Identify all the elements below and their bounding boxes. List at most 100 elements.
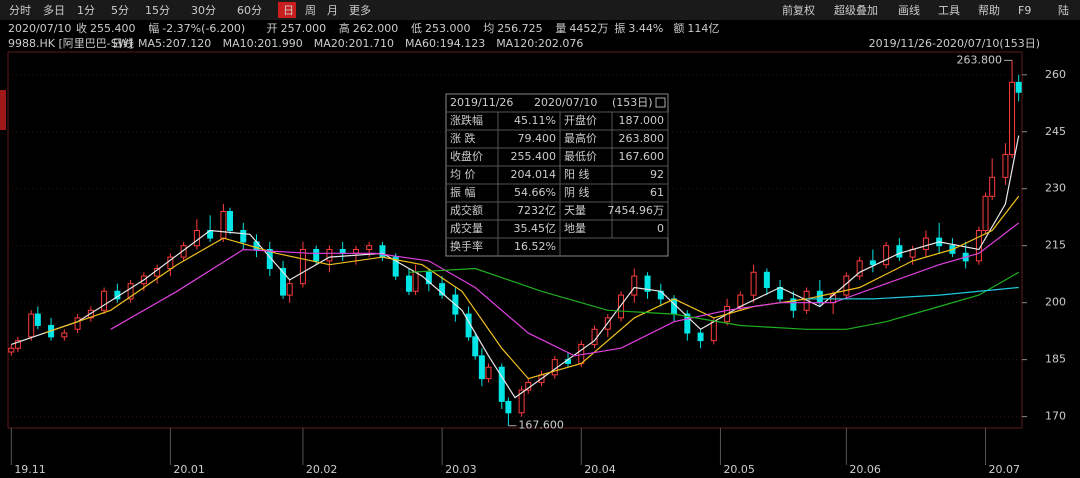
candle-body — [286, 283, 293, 296]
toolbar-button[interactable]: 60分 — [237, 4, 262, 17]
candle-body — [240, 230, 247, 243]
x-tick-label: 20.02 — [306, 463, 338, 476]
header-value: 3.44% — [628, 22, 663, 35]
info-value: 204.014 — [511, 168, 557, 181]
ma-line — [44, 195, 1020, 380]
candle-body — [518, 389, 525, 414]
toolbar-button[interactable]: 月 — [327, 4, 338, 17]
ma-line — [806, 286, 1019, 300]
candle-body — [909, 248, 916, 258]
candle-body — [193, 230, 200, 247]
candle-body — [61, 332, 68, 338]
info-value: 187.000 — [619, 114, 665, 127]
header-label: 开 — [267, 22, 278, 35]
toolbar-button[interactable]: F9 — [1018, 4, 1031, 17]
candle-body — [710, 321, 717, 342]
candle-body — [777, 286, 784, 300]
candle-body — [167, 256, 174, 269]
candle-body — [856, 260, 863, 277]
info-label: 最高价 — [564, 131, 597, 145]
candle-body — [1002, 154, 1009, 178]
info-value: 7232亿 — [517, 204, 556, 217]
candle-body — [326, 248, 333, 262]
toolbar-button[interactable]: 1分 — [77, 4, 95, 17]
info-value: 54.66% — [514, 186, 556, 199]
toolbar-button[interactable]: 前复权 — [782, 3, 815, 17]
toolbar-button[interactable]: 分时 — [9, 4, 31, 17]
info-label: 换手率 — [450, 239, 483, 253]
info-label: 成交量 — [450, 221, 483, 235]
candle-body — [379, 245, 386, 258]
candle-body — [87, 309, 94, 319]
plot-frame — [7, 51, 1023, 429]
candle-body — [631, 275, 638, 296]
x-tick-label: 20.03 — [445, 463, 477, 476]
candle-body — [498, 366, 505, 402]
ma-line — [11, 135, 1020, 399]
candle-body — [425, 271, 432, 285]
toolbar-button[interactable]: 多日 — [43, 3, 65, 17]
legend-entry: MA60:194.123 — [405, 37, 485, 50]
y-tick-label: 185 — [1045, 353, 1066, 366]
candle-body — [750, 271, 757, 296]
info-label: 收盘价 — [450, 149, 483, 163]
toolbar-button[interactable]: 日 — [283, 4, 294, 17]
toolbar-button[interactable]: 15分 — [145, 4, 170, 17]
candle-body — [1009, 81, 1016, 156]
header-value: 256.725 — [497, 22, 543, 35]
ma-line — [110, 222, 1020, 357]
info-label: 阴 线 — [564, 185, 590, 199]
toolbar-button[interactable]: 帮助 — [978, 3, 1000, 17]
info-label: 地量 — [564, 222, 586, 235]
header-value: 4452万 — [569, 22, 608, 35]
candle-body — [74, 317, 81, 330]
candle-body — [505, 400, 512, 414]
toolbar-button[interactable]: 更多 — [349, 3, 371, 17]
candle-body — [366, 245, 373, 250]
header-label: 均 — [483, 22, 494, 35]
candle-body — [485, 366, 492, 380]
info-value: 45.11% — [514, 114, 556, 127]
candle-body — [737, 294, 744, 307]
info-value: 61 — [650, 186, 664, 199]
legend-entry: MA120:202.076 — [496, 37, 583, 50]
info-value: 92 — [650, 168, 664, 181]
candle-body — [313, 248, 320, 262]
toolbar-button[interactable]: 30分 — [191, 4, 216, 17]
candle-body — [101, 290, 108, 311]
candle-body — [989, 176, 996, 197]
x-tick-label: 20.07 — [989, 463, 1021, 476]
toolbar-button[interactable]: 周 — [305, 4, 316, 17]
toolbar-button[interactable]: 画线 — [898, 3, 920, 17]
candle-body — [763, 271, 770, 288]
info-start: 2019/11/26 — [450, 96, 513, 109]
info-value: 16.52% — [514, 240, 556, 253]
symbol: 9988.HK [阿里巴巴-SW] — [8, 37, 133, 50]
info-close[interactable] — [655, 97, 666, 108]
toolbar-button[interactable]: 陆 — [1058, 3, 1069, 17]
info-label: 开盘价 — [564, 113, 597, 127]
toolbar-button[interactable]: 工具 — [938, 4, 960, 17]
toolbar-button[interactable]: 5分 — [111, 4, 129, 17]
candle-body — [34, 313, 41, 326]
info-label: 振 幅 — [450, 185, 476, 199]
side-tab — [0, 90, 6, 130]
tab-active — [278, 2, 296, 18]
candle-body — [478, 355, 485, 380]
header-value: 114亿 — [687, 22, 719, 35]
x-tick-label: 20.01 — [173, 463, 205, 476]
header-label: 量 — [555, 22, 566, 35]
info-label: 成交额 — [450, 203, 483, 217]
candle-body — [644, 275, 651, 292]
header-label: 振 — [614, 21, 625, 35]
info-label: 阳 线 — [564, 167, 590, 181]
header-value: -2.37%(-6.200) — [162, 22, 245, 35]
candle-body — [790, 298, 797, 311]
info-end: 2020/07/10 — [534, 96, 597, 109]
toolbar-button[interactable]: 超级叠加 — [834, 3, 878, 17]
x-tick-label: 19.11 — [14, 463, 46, 476]
header-value: 253.000 — [425, 22, 471, 35]
info-label: 涨 跌 — [450, 131, 476, 145]
candle-body — [697, 332, 704, 342]
candle-body — [439, 283, 446, 296]
